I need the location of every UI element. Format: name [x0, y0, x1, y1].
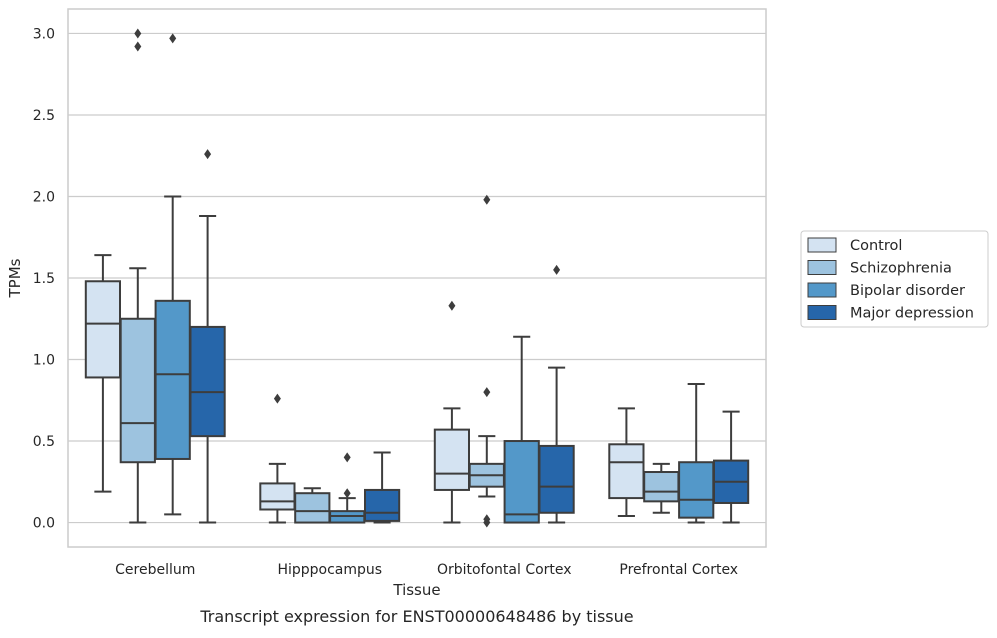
- box-group: [468, 194, 505, 528]
- outlier-point: [343, 452, 351, 463]
- box: [433, 428, 471, 491]
- legend-swatch: [807, 260, 837, 275]
- outlier-point: [483, 194, 491, 205]
- box-group: [363, 451, 401, 524]
- legend-swatch: [807, 282, 837, 298]
- x-tick-label: Prefrontal Cortex: [619, 562, 738, 578]
- outlier-point: [448, 300, 456, 311]
- x-tick-labels: Cerebellum Hipppocampus Orbitofontal Corte…: [115, 562, 738, 578]
- box: [84, 280, 122, 379]
- outlier-point: [134, 41, 142, 52]
- legend-frame: [800, 230, 989, 328]
- boxes: [84, 28, 750, 528]
- outlier-point: [273, 393, 281, 404]
- box: [503, 440, 540, 524]
- box: [643, 471, 680, 503]
- legend-label: Bipolar disorder: [850, 283, 965, 299]
- box: [608, 443, 645, 500]
- box: [119, 317, 156, 464]
- outlier-point: [134, 28, 142, 39]
- box-group: [608, 407, 645, 518]
- box: [294, 492, 331, 524]
- box-group: [643, 462, 680, 514]
- box-group: [294, 487, 331, 524]
- x-axis-label: Tissue: [392, 581, 440, 599]
- outlier-point: [553, 264, 561, 275]
- y-tick-label: 2.5: [33, 108, 55, 124]
- box-group: [259, 393, 296, 524]
- box: [363, 488, 401, 522]
- x-tick-label: Cerebellum: [115, 562, 195, 578]
- outlier-point: [204, 149, 212, 160]
- y-axis-label: TPMs: [6, 258, 24, 298]
- box: [259, 482, 296, 511]
- box-group: [84, 254, 122, 493]
- y-tick-label: 2.0: [33, 189, 55, 205]
- outlier-point: [483, 514, 491, 525]
- plot-frame: [67, 8, 767, 548]
- box: [189, 325, 226, 438]
- x-tick-label: Orbitofontal Cortex: [437, 562, 572, 578]
- box-group: [433, 300, 471, 524]
- legend-label: Major depression: [850, 306, 974, 322]
- y-tick-label: 1.0: [33, 353, 55, 369]
- box-group: [712, 410, 750, 524]
- box: [538, 444, 575, 514]
- y-tick-label: 0.0: [33, 516, 55, 532]
- box: [678, 461, 715, 519]
- outlier-point: [483, 387, 491, 398]
- box-group: [119, 28, 156, 524]
- plot-border: [67, 8, 767, 548]
- legend-swatch: [807, 237, 837, 253]
- y-tick-label: 1.5: [33, 271, 55, 287]
- y-tick-label: 3.0: [33, 26, 55, 42]
- outlier-point: [343, 488, 351, 499]
- legend-label: Schizophrenia: [850, 261, 952, 277]
- box-group: [678, 382, 715, 524]
- legend-swatch: [807, 305, 837, 320]
- chart-caption: Transcript expression for ENST0000064848…: [199, 607, 633, 626]
- y-tick-label: 0.5: [33, 434, 55, 450]
- box: [154, 299, 191, 460]
- x-tick-label: Hipppocampus: [277, 562, 382, 578]
- legend-label: Control: [850, 238, 902, 254]
- y-tick-labels: 0.0 0.5 1.0 1.5 2.0 2.5 3.0: [33, 26, 55, 531]
- outlier-point: [169, 33, 177, 44]
- box-group: [538, 264, 575, 524]
- legend: Control Schizophrenia Bipolar disorder Majo…: [800, 230, 989, 328]
- box-group: [189, 149, 226, 524]
